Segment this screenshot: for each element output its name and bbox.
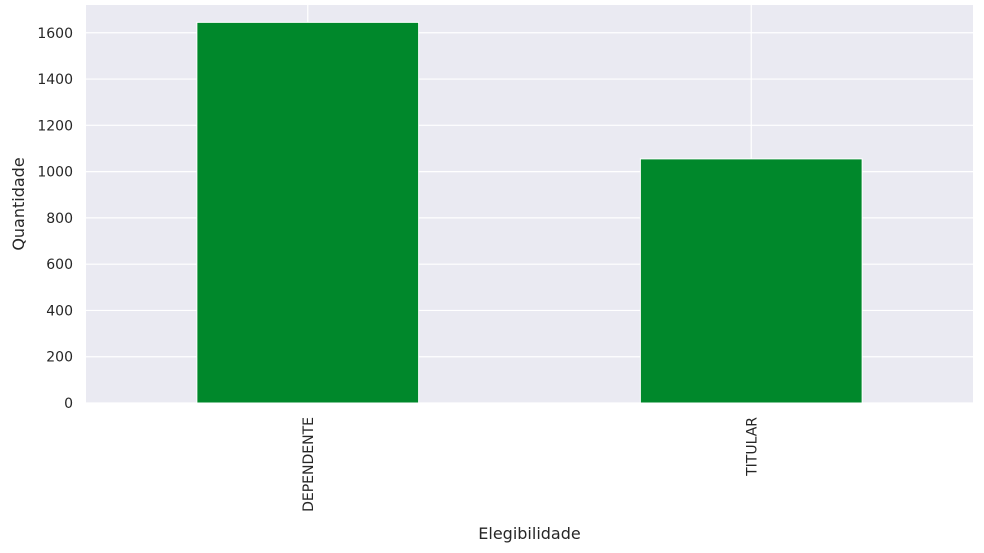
- bar-titular: [639, 158, 863, 404]
- y-tick-label: 1600: [37, 26, 73, 42]
- y-tick-label: 400: [46, 303, 73, 319]
- x-axis-ticks: DEPENDENTE TITULAR: [301, 417, 761, 512]
- x-tick-label: DEPENDENTE: [301, 417, 317, 512]
- y-tick-label: 200: [46, 350, 73, 366]
- y-tick-label: 1200: [37, 118, 73, 134]
- y-tick-label: 1000: [37, 165, 73, 181]
- bars: [196, 21, 863, 404]
- y-tick-label: 1400: [37, 72, 73, 88]
- y-tick-label: 600: [46, 257, 73, 273]
- y-tick-label: 0: [64, 396, 73, 412]
- y-axis-ticks: 0 200 400 600 800 1000 1200 1400 1600: [37, 26, 73, 412]
- x-axis-title: Elegibilidade: [478, 524, 580, 543]
- x-tick-label: TITULAR: [744, 417, 760, 477]
- bar-dependente: [196, 21, 420, 404]
- y-tick-label: 800: [46, 211, 73, 227]
- y-axis-title: Quantidade: [9, 157, 28, 250]
